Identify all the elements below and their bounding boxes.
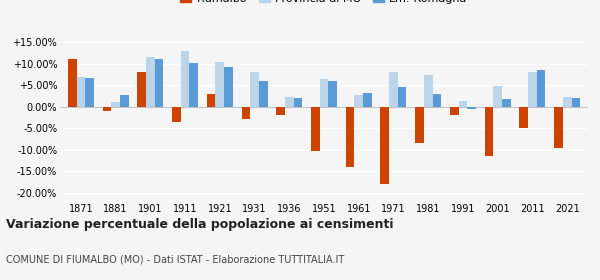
- Bar: [241, 107, 250, 119]
- Text: Variazione percentuale della popolazione ai censimenti: Variazione percentuale della popolazione…: [6, 218, 394, 231]
- Bar: [190, 63, 198, 107]
- Bar: [433, 94, 441, 107]
- Bar: [528, 72, 537, 107]
- Legend: Fiumalbo, Provincia di MO, Em.-Romagna: Fiumalbo, Provincia di MO, Em.-Romagna: [176, 0, 472, 8]
- Bar: [77, 77, 85, 107]
- Bar: [493, 86, 502, 107]
- Bar: [537, 70, 545, 107]
- Bar: [181, 51, 190, 107]
- Bar: [328, 81, 337, 107]
- Bar: [85, 78, 94, 107]
- Bar: [172, 107, 181, 122]
- Bar: [103, 107, 111, 111]
- Bar: [502, 99, 511, 107]
- Bar: [207, 94, 215, 107]
- Bar: [120, 95, 128, 107]
- Bar: [554, 107, 563, 148]
- Bar: [398, 87, 407, 107]
- Bar: [146, 57, 155, 107]
- Bar: [389, 72, 398, 107]
- Bar: [415, 107, 424, 143]
- Bar: [424, 74, 433, 107]
- Bar: [311, 107, 320, 151]
- Bar: [380, 107, 389, 184]
- Bar: [276, 107, 285, 115]
- Bar: [137, 71, 146, 107]
- Bar: [155, 59, 163, 107]
- Bar: [520, 107, 528, 128]
- Bar: [285, 97, 293, 107]
- Bar: [68, 59, 77, 107]
- Bar: [571, 98, 580, 107]
- Bar: [485, 107, 493, 156]
- Text: COMUNE DI FIUMALBO (MO) - Dati ISTAT - Elaborazione TUTTITALIA.IT: COMUNE DI FIUMALBO (MO) - Dati ISTAT - E…: [6, 255, 344, 265]
- Bar: [458, 101, 467, 107]
- Bar: [224, 67, 233, 107]
- Bar: [215, 62, 224, 107]
- Bar: [111, 102, 120, 107]
- Bar: [363, 93, 372, 107]
- Bar: [355, 95, 363, 107]
- Bar: [467, 107, 476, 109]
- Bar: [320, 79, 328, 107]
- Bar: [293, 98, 302, 107]
- Bar: [259, 81, 268, 107]
- Bar: [346, 107, 355, 167]
- Bar: [563, 97, 571, 107]
- Bar: [250, 72, 259, 107]
- Bar: [450, 107, 458, 115]
